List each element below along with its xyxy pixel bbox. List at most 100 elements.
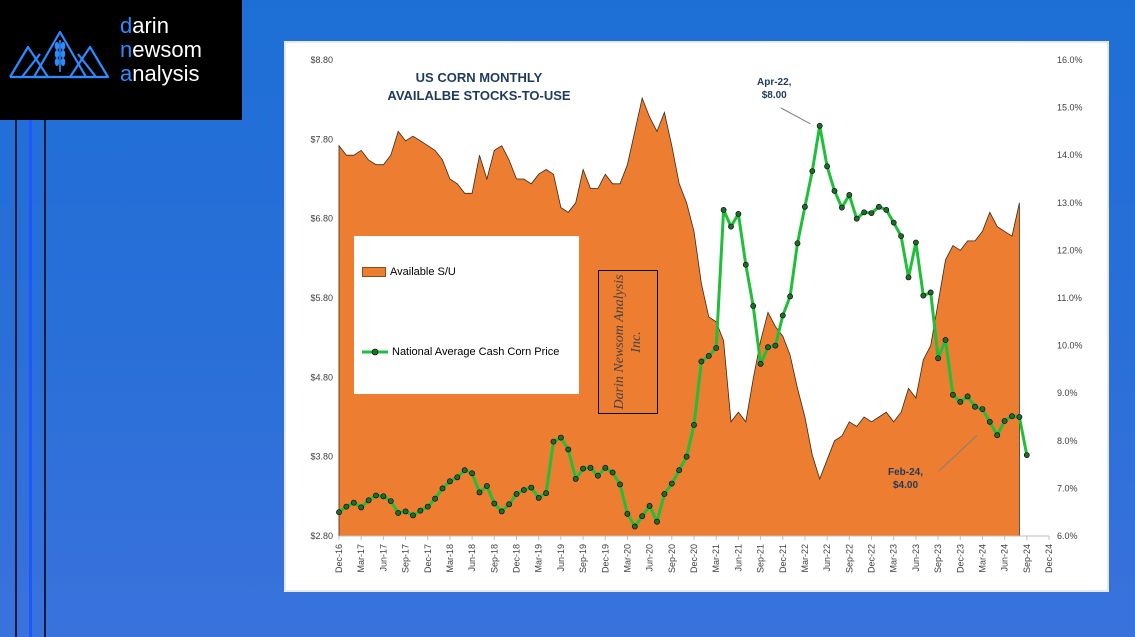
x-tick-label: Dec-16: [334, 544, 344, 573]
y-right-tick-label: 12.0%: [1057, 245, 1083, 255]
price-point: [698, 358, 705, 365]
price-point: [846, 191, 853, 198]
legend-swatch-line-icon: [362, 348, 388, 356]
annotation-apr-22: Apr-22, $8.00: [757, 76, 791, 102]
price-point: [920, 292, 927, 299]
price-point: [639, 513, 646, 520]
price-point: [757, 360, 764, 367]
x-tick-label: Sep-23: [933, 544, 943, 573]
x-tick-label: Dec-18: [512, 544, 522, 573]
price-point: [528, 484, 535, 491]
x-tick-label: Mar-18: [445, 544, 455, 573]
price-point: [705, 352, 712, 359]
price-point: [432, 495, 438, 502]
price-point: [439, 485, 446, 492]
price-point: [402, 508, 409, 515]
series-area-available-su: [338, 96, 1020, 537]
price-point: [387, 498, 394, 504]
x-tick-label: Mar-23: [889, 544, 899, 573]
brand-logo: darin newsom analysis: [0, 0, 242, 120]
price-point: [350, 499, 357, 506]
price-point: [683, 453, 690, 460]
chart-legend: Available S/U National Average Cash Corn…: [354, 236, 579, 394]
price-point: [816, 122, 823, 129]
legend-swatch-area-icon: [362, 267, 386, 277]
price-point: [513, 491, 520, 497]
y-right-tick-label: 8.0%: [1057, 436, 1078, 446]
decorative-rule: [44, 120, 46, 637]
chart-title-line-2: AVAILALBE STOCKS-TO-USE: [387, 88, 571, 103]
price-point: [631, 523, 638, 530]
brand-wordmark: darin newsom analysis: [120, 14, 202, 86]
x-tick-label: Dec-17: [423, 544, 433, 573]
price-point: [498, 508, 505, 515]
price-point: [580, 465, 586, 472]
series-line-cash-corn-price: [338, 124, 1029, 528]
price-point: [668, 480, 675, 487]
x-tick-label: Mar-20: [622, 544, 632, 573]
mountain-logo-icon: [9, 30, 110, 79]
price-point: [1023, 452, 1030, 458]
price-point: [935, 355, 941, 362]
price-point: [742, 261, 749, 268]
x-tick-label: Mar-22: [800, 544, 810, 573]
chart-panel: $8.80 $7.80 $6.80 $5.80 $4.80 $3.80 $2.80 16.0%…: [284, 41, 1109, 592]
price-point: [476, 489, 483, 496]
price-point: [794, 240, 801, 247]
price-point: [365, 497, 372, 504]
x-tick-label: Sep-20: [667, 544, 677, 573]
legend-label: National Average Cash Corn Price: [392, 346, 560, 358]
x-tick-label: Dec-23: [955, 544, 965, 573]
price-point: [624, 510, 631, 517]
price-point: [861, 209, 867, 216]
legend-label: Available S/U: [390, 266, 456, 278]
price-point: [572, 475, 579, 482]
price-point: [898, 233, 904, 239]
x-tick-label: Dec-21: [778, 544, 788, 573]
price-point: [461, 467, 468, 474]
annotation-label-line-2: $8.00: [761, 90, 787, 101]
price-point: [913, 239, 919, 246]
price-point: [691, 421, 697, 428]
x-tick-label: Sep-18: [489, 544, 499, 573]
x-tick-label: Dec-20: [689, 544, 699, 573]
price-point: [853, 215, 860, 222]
brand-word-darin: arin: [132, 13, 169, 38]
y-right-tick-label: 7.0%: [1057, 483, 1078, 493]
brand-letter-d: d: [120, 13, 133, 38]
price-point: [1009, 413, 1015, 420]
x-tick-label: Jun-22: [822, 544, 832, 572]
price-point: [654, 518, 660, 525]
x-tick-label: Jun-23: [911, 544, 921, 572]
y-left-tick-label: $6.80: [310, 214, 333, 224]
price-point: [602, 464, 609, 471]
price-point: [358, 504, 365, 511]
x-tick-label: Mar-17: [356, 544, 366, 573]
price-point: [380, 493, 387, 500]
y-right-tick-label: 14.0%: [1057, 150, 1083, 160]
price-point: [964, 393, 971, 400]
price-point: [483, 483, 490, 489]
price-point: [676, 467, 683, 474]
x-tick-label: Sep-21: [756, 544, 766, 573]
watermark-box: Darin Newsom Analysis Inc.: [598, 270, 658, 414]
x-tick-label: Dec-19: [600, 544, 610, 573]
price-point: [868, 210, 875, 216]
x-tick-label: Jun-19: [556, 544, 566, 572]
x-tick-label: Mar-21: [711, 544, 721, 573]
x-tick-label: Sep-22: [844, 544, 854, 573]
price-point: [765, 344, 771, 351]
price-point: [735, 210, 742, 217]
price-point: [454, 474, 461, 481]
x-tick-label: Jun-20: [645, 544, 655, 572]
price-point: [469, 470, 475, 477]
x-tick-label: Sep-19: [578, 544, 588, 573]
price-point: [824, 163, 830, 170]
price-point: [343, 503, 350, 510]
price-point: [617, 481, 623, 488]
chart-canvas: $8.80 $7.80 $6.80 $5.80 $4.80 $3.80 $2.80 16.0%…: [284, 41, 1109, 592]
y-left-tick-label: $5.80: [310, 293, 333, 303]
chart-title: US CORN MONTHLY AVAILALBE STOCKS-TO-USE: [364, 69, 594, 105]
decorative-rule: [29, 120, 32, 637]
price-point: [994, 432, 1001, 439]
